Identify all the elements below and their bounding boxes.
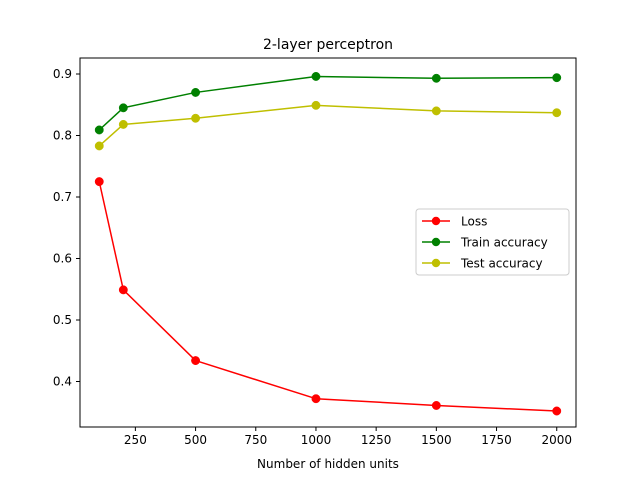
data-point-train-accuracy — [118, 103, 128, 113]
x-tick-label: 1750 — [481, 433, 512, 447]
data-point-test-accuracy — [94, 141, 104, 151]
y-tick-label: 0.4 — [53, 374, 72, 388]
x-tick-label: 1500 — [421, 433, 452, 447]
x-tick-label: 1250 — [361, 433, 392, 447]
chart-title: 2-layer perceptron — [263, 37, 393, 53]
data-point-test-accuracy — [552, 108, 562, 118]
x-tick-label: 500 — [184, 433, 207, 447]
x-tick-label: 2000 — [541, 433, 572, 447]
y-axis: 0.4 0.5 0.6 0.7 0.8 0.9 — [53, 67, 80, 388]
data-point-train-accuracy — [191, 87, 201, 97]
data-point-loss — [118, 285, 128, 295]
y-tick-label: 0.8 — [53, 128, 72, 142]
data-point-loss — [311, 394, 321, 404]
data-point-loss — [552, 406, 562, 416]
y-tick-label: 0.7 — [53, 190, 72, 204]
series-line-loss — [98, 181, 557, 412]
data-point-loss — [431, 401, 441, 410]
y-tick-label: 0.9 — [53, 67, 72, 81]
data-point-train-accuracy — [94, 125, 104, 135]
data-point-train-accuracy — [552, 73, 562, 83]
data-point-test-accuracy — [191, 113, 201, 123]
x-tick-label: 750 — [244, 433, 267, 447]
plot-frame — [79, 57, 577, 428]
data-point-test-accuracy — [311, 100, 321, 110]
data-point-loss — [94, 177, 104, 187]
series-line-test-accuracy — [98, 104, 557, 147]
x-tick-label: 250 — [124, 433, 147, 447]
legend-label: Train accuracy — [460, 236, 548, 250]
x-axis-label: Number of hidden units — [257, 457, 399, 471]
x-tick-label: 1000 — [301, 433, 332, 447]
legend-label: Loss — [461, 215, 487, 229]
data-point-train-accuracy — [311, 72, 321, 81]
y-tick-label: 0.5 — [53, 313, 72, 327]
data-point-loss — [191, 356, 201, 366]
legend: Loss Train accuracy Test accuracy — [415, 208, 570, 276]
data-point-train-accuracy — [431, 73, 441, 83]
y-tick-label: 0.6 — [53, 251, 72, 265]
series-line-train-accuracy — [98, 75, 557, 131]
series-layer — [94, 72, 562, 416]
legend-marker-train-accuracy — [431, 237, 441, 247]
legend-marker-loss — [431, 216, 441, 226]
legend-box — [415, 208, 570, 276]
data-point-test-accuracy — [431, 106, 441, 116]
x-axis: 250 500 750 1000 1250 1500 1750 2000 — [124, 427, 572, 447]
legend-label: Test accuracy — [460, 257, 543, 271]
legend-marker-test-accuracy — [431, 258, 441, 268]
data-point-test-accuracy — [118, 119, 128, 129]
